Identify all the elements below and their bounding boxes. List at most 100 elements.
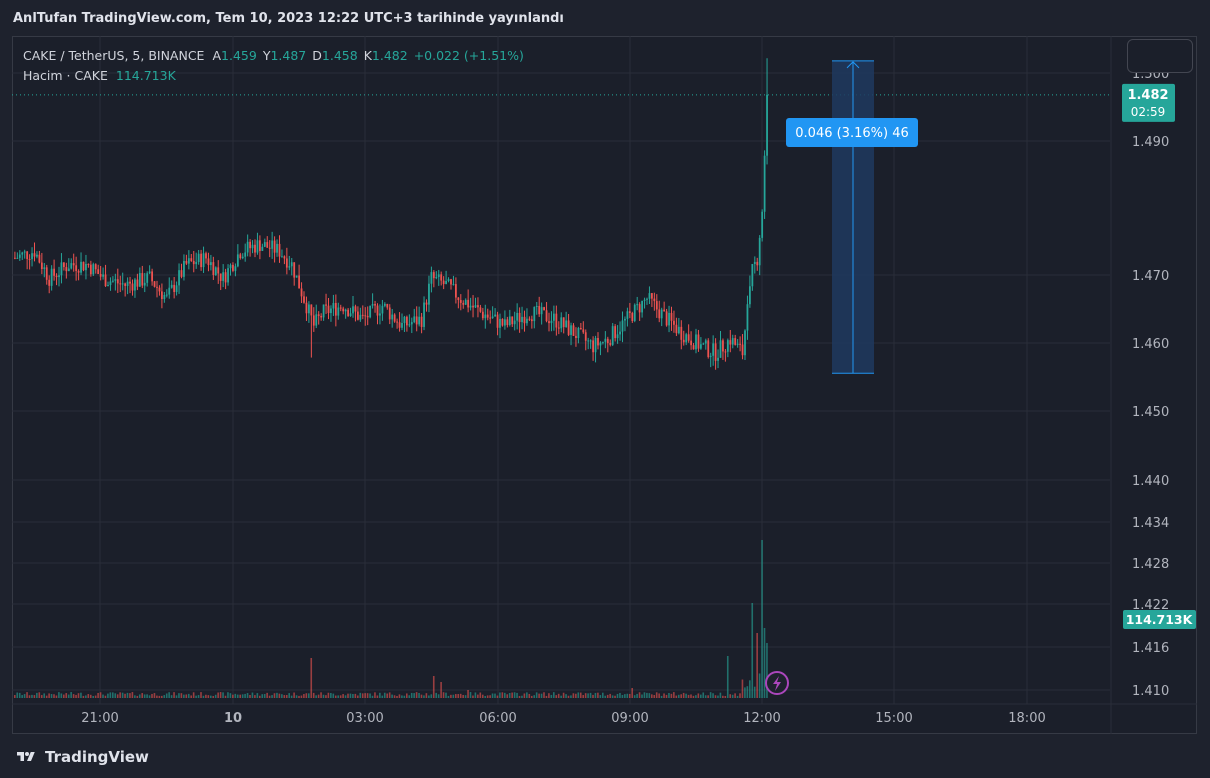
volume-bar <box>190 695 192 698</box>
volume-bar <box>322 694 325 698</box>
candle-body <box>609 343 612 345</box>
volume-bar <box>692 695 695 698</box>
candle-body <box>256 240 259 253</box>
volume-bar <box>102 694 104 698</box>
volume-bar <box>452 694 455 698</box>
volume-bar <box>597 692 599 698</box>
volume-bar <box>624 694 626 698</box>
chart-panel[interactable] <box>12 36 1197 734</box>
candle-body <box>327 305 330 314</box>
volume-bar <box>192 692 195 698</box>
candle-body <box>592 340 594 353</box>
candle-body <box>452 284 455 286</box>
volume-bar <box>677 694 680 698</box>
volume-bar <box>741 679 744 698</box>
candle-body <box>16 257 19 259</box>
volume-bar <box>739 693 741 698</box>
candle-body <box>60 262 63 276</box>
chart-corner-button[interactable] <box>1127 39 1193 73</box>
volume-bar <box>526 692 528 698</box>
volume-bar <box>55 695 58 698</box>
candle-body <box>425 302 428 305</box>
volume-bar <box>518 695 521 698</box>
measure-arrow-head <box>846 61 860 69</box>
volume-bar <box>481 694 484 698</box>
candle-body <box>741 344 744 356</box>
time-tick-label: 18:00 <box>1008 711 1045 726</box>
candle-body <box>312 315 315 326</box>
candle-body <box>369 305 372 318</box>
publish-header: AnlTufan TradingView.com, Tem 10, 2023 1… <box>0 0 1210 36</box>
candle-body <box>148 271 151 274</box>
volume-bar <box>293 692 295 698</box>
candle-body <box>526 318 528 324</box>
candle-body <box>761 211 764 238</box>
candle-body <box>376 305 379 316</box>
volume-bar <box>763 628 766 698</box>
volume-bar <box>491 693 494 698</box>
volume-bar <box>114 693 117 698</box>
volume-bar <box>560 695 562 698</box>
lightning-icon[interactable] <box>765 671 789 695</box>
volume-bar <box>682 692 685 698</box>
volume-bar <box>175 695 178 698</box>
volume-bar <box>663 693 665 698</box>
candle-body <box>758 237 761 266</box>
candle-body <box>40 262 43 270</box>
volume-bar <box>685 693 687 698</box>
volume-bar <box>499 692 501 698</box>
volume-bar <box>43 693 45 698</box>
volume-bar <box>543 692 545 698</box>
candle-body <box>146 273 149 283</box>
volume-bar <box>271 695 273 698</box>
candle-body <box>347 309 349 316</box>
candle-body <box>303 296 305 303</box>
volume-bar <box>334 695 337 698</box>
volume-bar <box>141 693 143 698</box>
volume-bar <box>381 695 384 698</box>
candle-body <box>31 253 33 260</box>
candle-body <box>690 340 692 346</box>
candle-body <box>308 304 310 314</box>
candle-body <box>673 320 675 325</box>
volume-bar <box>246 693 249 698</box>
volume-bar <box>33 695 36 698</box>
volume-bar <box>134 695 136 698</box>
volume-bar <box>403 695 406 698</box>
candle-body <box>462 302 465 305</box>
volume-bar <box>722 695 724 698</box>
candle-body <box>310 304 313 316</box>
volume-bar <box>28 695 31 698</box>
candle-body <box>89 264 92 275</box>
candle-body <box>170 284 173 288</box>
volume-bar <box>523 693 526 698</box>
candle-body <box>641 300 643 313</box>
price-tick-label: 1.428 <box>1132 557 1169 572</box>
candle-body <box>53 268 55 276</box>
time-tick-label: 10 <box>224 711 242 726</box>
candle-body <box>65 267 68 272</box>
volume-bar <box>138 694 141 698</box>
volume-bar <box>484 695 486 698</box>
volume-bar <box>695 695 697 698</box>
candle-body <box>97 269 100 274</box>
candle-body <box>408 324 411 326</box>
candle-body <box>555 313 558 328</box>
symbol-title[interactable]: CAKE / TetherUS, 5, BINANCE <box>23 48 205 63</box>
tradingview-footer: TradingView <box>13 746 149 768</box>
volume-bar <box>224 695 227 698</box>
volume-bar <box>489 695 491 698</box>
volume-bar <box>540 693 543 698</box>
candle-body <box>528 318 531 320</box>
volume-bar <box>379 692 381 698</box>
candle-body <box>410 322 413 325</box>
volume-bar <box>655 692 658 698</box>
volume-bar <box>254 695 256 698</box>
volume-bar <box>432 676 435 698</box>
candle-body <box>82 261 85 271</box>
candle-body <box>187 258 190 264</box>
candle-body <box>432 272 435 279</box>
volume-label[interactable]: Hacim · CAKE <box>23 68 108 83</box>
volume-bar <box>337 695 339 698</box>
